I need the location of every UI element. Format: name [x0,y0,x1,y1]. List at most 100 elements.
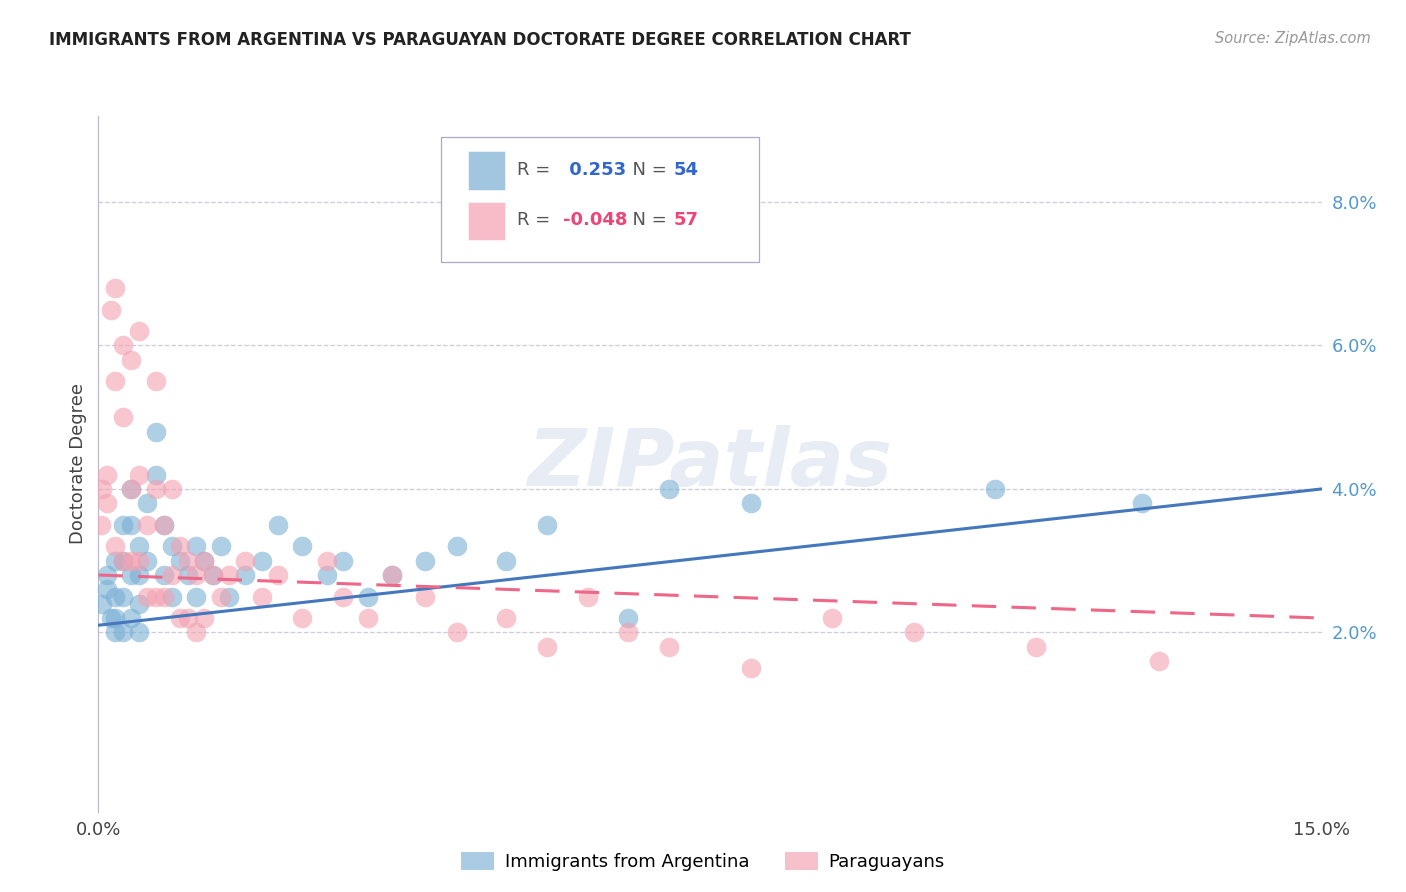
FancyBboxPatch shape [468,202,505,240]
Point [617,611,640,625]
Point [128,554,150,568]
Point [104,625,127,640]
Point [160,539,183,553]
Point [120,611,142,625]
Point [250,590,273,604]
Point [903,625,925,640]
Point [740,661,762,675]
Text: R =: R = [517,161,555,179]
Point [1130,496,1153,510]
Point [120,554,142,568]
Point [120,482,142,496]
Text: 0.253: 0.253 [564,161,626,179]
Point [617,625,640,640]
Point [128,597,150,611]
Point [128,625,150,640]
Point [136,590,159,604]
Point [740,496,762,510]
Point [145,375,167,389]
Text: ZIPatlas: ZIPatlas [527,425,893,503]
Point [315,568,337,582]
Point [104,590,127,604]
Text: N =: N = [620,161,672,179]
Point [136,496,159,510]
Point [136,517,159,532]
Text: IMMIGRANTS FROM ARGENTINA VS PARAGUAYAN DOCTORATE DEGREE CORRELATION CHART: IMMIGRANTS FROM ARGENTINA VS PARAGUAYAN … [49,31,911,49]
Point [250,554,273,568]
Point [576,231,599,245]
Point [233,554,256,568]
Point [128,568,150,582]
Point [332,590,354,604]
Point [193,554,215,568]
Point [120,568,142,582]
Point [413,590,436,604]
Point [233,568,256,582]
Point [111,590,134,604]
Point [332,554,354,568]
Point [91,597,114,611]
Point [381,568,404,582]
Legend: Immigrants from Argentina, Paraguayans: Immigrants from Argentina, Paraguayans [454,845,952,879]
Point [446,539,468,553]
Point [658,640,681,654]
Point [128,539,150,553]
Point [90,517,112,532]
Point [152,590,174,604]
Point [446,625,468,640]
Point [100,611,122,625]
Point [177,611,200,625]
Point [136,554,159,568]
Point [169,611,191,625]
Point [96,496,118,510]
Text: 54: 54 [673,161,699,179]
Point [536,640,558,654]
Point [536,517,558,532]
Point [96,582,118,597]
Point [120,517,142,532]
Point [104,611,127,625]
Point [381,568,404,582]
Point [145,467,167,482]
Point [120,482,142,496]
Point [658,482,681,496]
Point [1025,640,1047,654]
Point [356,590,378,604]
Point [186,625,208,640]
Point [104,281,127,295]
FancyBboxPatch shape [468,152,505,190]
Point [495,611,517,625]
Point [821,611,844,625]
Point [576,590,599,604]
Text: -0.048: -0.048 [564,211,627,229]
Point [160,590,183,604]
Point [291,539,314,553]
Point [111,554,134,568]
Point [91,482,114,496]
Text: 57: 57 [673,211,699,229]
Point [100,302,122,317]
Point [201,568,224,582]
Point [169,539,191,553]
Point [186,568,208,582]
Point [128,467,150,482]
Point [104,539,127,553]
Point [1147,654,1170,668]
Point [128,324,150,338]
Point [218,590,240,604]
Point [111,554,134,568]
Point [218,568,240,582]
Point [111,338,134,352]
Point [984,482,1007,496]
Point [96,467,118,482]
Point [201,568,224,582]
FancyBboxPatch shape [441,136,759,262]
Point [145,482,167,496]
Point [267,517,290,532]
Point [152,517,174,532]
Point [413,554,436,568]
Point [209,539,232,553]
Point [186,590,208,604]
Point [495,554,517,568]
Point [120,352,142,367]
